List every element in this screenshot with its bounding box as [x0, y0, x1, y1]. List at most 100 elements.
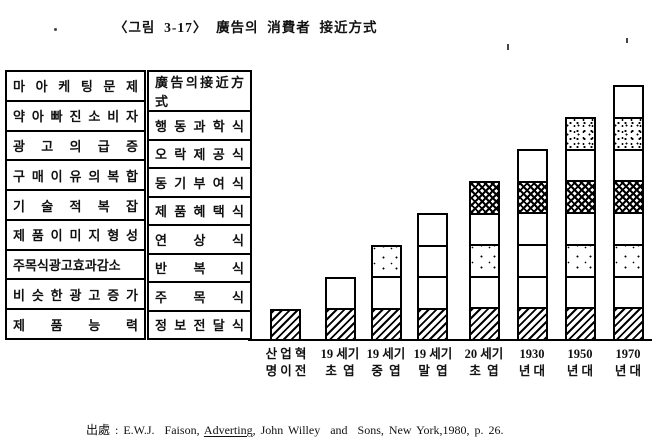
table-row: 행 동 과 학 식	[149, 110, 250, 139]
bar-segment-plain	[567, 148, 594, 181]
bar-segment-hatch	[373, 307, 400, 339]
problem-cell: 비 슷 한 광 고 증 가	[13, 287, 138, 303]
x-tick-line1: 19 세기	[366, 347, 406, 361]
bar-segment-plain	[519, 244, 546, 276]
table-row: 제 품 혜 택 식	[149, 195, 250, 225]
stacked-bar-1	[270, 309, 301, 341]
bar-segment-plain	[567, 275, 594, 308]
stacked-bar-7	[565, 117, 596, 341]
bar-segment-hatch	[327, 308, 354, 339]
approach-header: 廣告의接近方式	[155, 75, 244, 109]
bar-segment-plain	[419, 276, 446, 308]
x-tick-label: 19 세기 말 엽	[391, 346, 475, 380]
scan-artifact-mark	[626, 38, 628, 43]
bar-segment-plain	[327, 279, 354, 308]
problem-cell: 구 매 이 유 의 복 합	[13, 168, 138, 184]
stacked-bar-8	[613, 85, 644, 341]
x-tick-line2: 초 엽	[325, 364, 355, 378]
table-row: 비 슷 한 광 고 증 가	[7, 278, 144, 308]
x-tick-line2: 년 대	[614, 364, 642, 378]
problem-cell: 약 아 빠 진 소 비 자	[13, 109, 138, 125]
bar-segment-cross	[615, 180, 642, 212]
table-row: 제 품 능 력	[7, 308, 144, 338]
bar-segment-plain	[519, 151, 546, 181]
bar-segment-plain	[519, 275, 546, 308]
bar-segment-hatch	[567, 307, 594, 340]
x-tick-line1: 1930	[519, 347, 545, 361]
x-tick-label: 1970 년 대	[586, 346, 656, 380]
x-tick-label: 1950 년 대	[538, 346, 622, 380]
stacked-bar-3	[371, 245, 402, 341]
x-tick-line2: 중 엽	[371, 364, 401, 378]
table-row: 구 매 이 유 의 복 합	[7, 159, 144, 189]
table-row: 기 술 적 복 잡	[7, 189, 144, 219]
problem-cell: 기 술 적 복 잡	[13, 198, 138, 214]
stacked-bar-5	[469, 181, 500, 341]
x-tick-line1: 19 세기	[413, 347, 453, 361]
table-row: 제 품 이 미 지 형 성	[7, 218, 144, 249]
approach-cell: 제 품 혜 택 식	[155, 204, 244, 220]
bar-segment-dots	[567, 243, 594, 276]
ad-approach-table: 廣告의接近方式 행 동 과 학 식 오 락 제 공 식 동 기 부 여 식 제 …	[147, 70, 252, 340]
x-tick-line1: 1950	[567, 347, 593, 361]
scan-artifact-dot	[54, 28, 57, 31]
stacked-bar-2	[325, 277, 356, 341]
bar-segment-hatch	[272, 311, 299, 339]
source-citation: 出處 : E.W.J. Faison, Adverting, John Will…	[86, 421, 504, 438]
bar-segment-plain	[419, 215, 446, 245]
bar-segment-plain	[373, 276, 400, 308]
table-row: 반 복 식	[149, 252, 250, 282]
table-row: 오 락 제 공 식	[149, 138, 250, 168]
citation-suffix: , John Willey and Sons, New York,1980, p…	[252, 423, 504, 437]
marketing-problems-table: 마 아 케 팅 문 제 약 아 빠 진 소 비 자 광 고 의 급 증 구 매 …	[5, 70, 146, 340]
x-tick-label: 1930 년 대	[490, 346, 574, 380]
x-tick-line2: 초 엽	[469, 364, 499, 378]
bar-segment-dots	[471, 244, 498, 276]
table-row: 광 고 의 급 증	[7, 129, 144, 160]
bar-segment-cross	[567, 180, 594, 213]
bar-segment-speckle	[615, 116, 642, 149]
problem-cell: 제 품 이 미 지 형 성	[13, 228, 138, 244]
x-tick-line2: 명 이 전	[265, 364, 307, 378]
table-row-header: 마 아 케 팅 문 제	[7, 72, 144, 100]
approach-cell: 동 기 부 여 식	[155, 175, 244, 191]
x-tick-line1: 20 세기	[464, 347, 504, 361]
bar-segment-hatch	[419, 307, 446, 339]
bar-segment-speckle	[567, 119, 594, 149]
citation-source-title: Adverting	[203, 423, 253, 437]
citation-prefix: 出處 : E.W.J. Faison,	[86, 423, 204, 437]
x-tick-line1: 1970	[615, 347, 641, 361]
bar-segment-plain	[419, 244, 446, 276]
bar-segment-hatch	[471, 307, 498, 339]
x-tick-label: 20 세기 초 엽	[442, 346, 526, 380]
x-tick-line1: 19 세기	[320, 347, 360, 361]
table-row-header: 廣告의接近方式	[149, 72, 250, 110]
table-row: 연 상 식	[149, 224, 250, 253]
bar-segment-plain	[615, 87, 642, 117]
approach-cell: 오 락 제 공 식	[155, 147, 244, 163]
x-tick-line2: 년 대	[518, 364, 546, 378]
approach-cell: 반 복 식	[155, 261, 244, 277]
bar-segment-plain	[519, 212, 546, 245]
problem-cell: 제 품 능 력	[13, 317, 138, 333]
bar-segment-plain	[615, 275, 642, 308]
table-row: 동 기 부 여 식	[149, 167, 250, 196]
bar-segment-plain	[471, 212, 498, 245]
problem-cell: 주목식광고효과감소	[13, 258, 121, 274]
bar-segment-plain	[615, 148, 642, 181]
approach-cell: 정 보 전 달 식	[155, 318, 244, 334]
bar-segment-dots	[373, 247, 400, 277]
problem-cell: 광 고 의 급 증	[13, 138, 138, 154]
approach-cell: 행 동 과 학 식	[155, 118, 244, 134]
x-tick-line2: 년 대	[566, 364, 594, 378]
bar-segment-plain	[471, 275, 498, 308]
stacked-bar-4	[417, 213, 448, 341]
approach-cell: 주 목 식	[155, 289, 244, 305]
x-tick-line2: 말 엽	[418, 364, 448, 378]
problem-header: 마 아 케 팅 문 제	[13, 79, 138, 95]
x-tick-label: 19 세기 초 엽	[298, 346, 382, 380]
table-row: 주목식광고효과감소	[7, 248, 144, 279]
table-row: 주 목 식	[149, 281, 250, 310]
scan-artifact-mark	[507, 44, 509, 50]
